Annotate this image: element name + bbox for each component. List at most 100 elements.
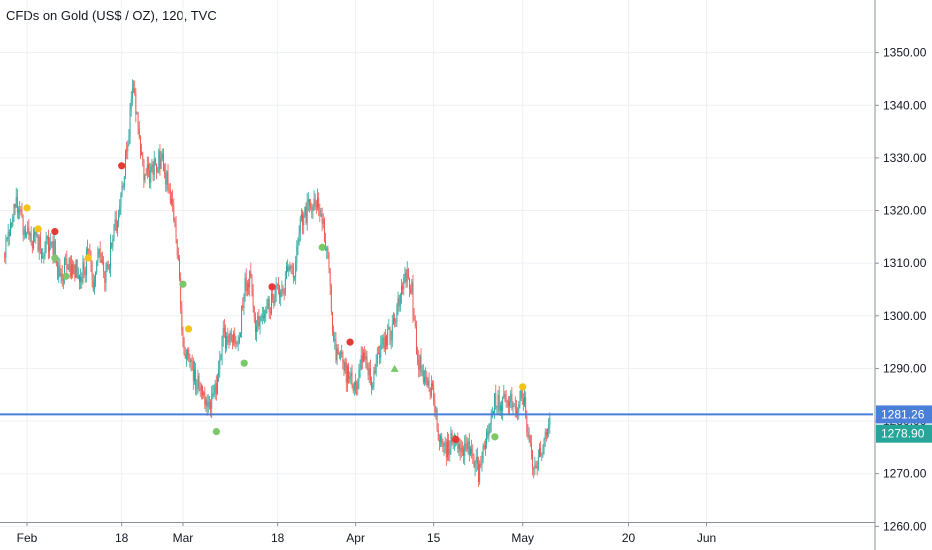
- candle: [363, 348, 364, 363]
- candle: [107, 260, 109, 270]
- candle: [33, 227, 34, 251]
- candle: [496, 405, 498, 415]
- candle: [388, 319, 390, 331]
- candle: [438, 434, 440, 451]
- candle: [545, 428, 547, 442]
- candle: [207, 394, 209, 414]
- candle: [357, 378, 359, 396]
- candle: [510, 390, 512, 409]
- candle: [16, 188, 18, 219]
- candle: [44, 241, 46, 260]
- candle: [165, 163, 167, 192]
- candle: [540, 440, 542, 458]
- candle: [465, 434, 467, 452]
- candle: [144, 173, 146, 184]
- candle: [213, 384, 215, 398]
- candle: [417, 346, 419, 366]
- candle: [436, 407, 438, 432]
- candle: [264, 309, 266, 324]
- candle: [447, 431, 448, 462]
- candle: [472, 444, 474, 465]
- candle: [171, 191, 172, 207]
- candle: [236, 340, 238, 347]
- candle: [366, 350, 368, 371]
- candle: [421, 364, 423, 377]
- candle: [282, 284, 284, 296]
- candle: [402, 282, 404, 295]
- y-tick-label: 1340.00: [883, 98, 927, 112]
- candle: [275, 277, 277, 302]
- candle: [440, 433, 442, 448]
- candle: [418, 350, 420, 378]
- candle: [227, 327, 229, 346]
- candle: [279, 284, 281, 304]
- candle: [259, 316, 261, 335]
- candle: [237, 335, 239, 352]
- candle: [426, 370, 428, 387]
- candle: [151, 158, 153, 173]
- candle: [368, 362, 370, 384]
- candle: [434, 393, 436, 417]
- candle: [228, 333, 230, 349]
- candle: [547, 428, 548, 439]
- candle: [65, 253, 67, 266]
- candle: [27, 220, 29, 235]
- candle: [541, 452, 543, 462]
- candle: [93, 275, 95, 295]
- candle: [4, 251, 6, 263]
- candle: [401, 279, 402, 304]
- candle: [141, 143, 143, 156]
- candle: [292, 263, 294, 284]
- candle: [37, 233, 39, 253]
- candle: [461, 441, 463, 456]
- candle: [121, 180, 123, 198]
- candle: [529, 434, 531, 447]
- candle: [296, 240, 298, 272]
- candle: [424, 369, 425, 387]
- candle: [111, 242, 113, 250]
- candle: [223, 318, 225, 338]
- candle: [184, 347, 186, 360]
- candle: [233, 330, 235, 346]
- candle: [314, 193, 316, 211]
- candle: [133, 80, 134, 94]
- candle: [396, 303, 398, 328]
- candle: [537, 449, 539, 471]
- candle: [336, 344, 338, 366]
- candle: [84, 266, 86, 283]
- candle: [504, 390, 506, 403]
- y-tick-label: 1260.00: [883, 519, 927, 533]
- candle: [459, 438, 461, 461]
- y-tick-label: 1290.00: [883, 361, 927, 375]
- candle: [189, 353, 191, 368]
- candle: [527, 424, 529, 440]
- candle: [273, 294, 275, 309]
- candle: [433, 380, 435, 406]
- candle: [114, 211, 116, 231]
- x-tick-label: 20: [622, 531, 636, 545]
- candle: [188, 347, 190, 362]
- candle: [177, 247, 179, 261]
- candle: [281, 280, 283, 298]
- candle: [383, 331, 385, 353]
- candle: [174, 217, 176, 228]
- candle: [435, 406, 437, 420]
- candle: [429, 387, 431, 400]
- candle: [146, 156, 148, 179]
- candle: [369, 359, 371, 386]
- candle: [475, 449, 477, 472]
- candle: [185, 349, 187, 367]
- candle: [322, 213, 324, 229]
- x-tick-label: May: [511, 531, 534, 545]
- signal-marker-dot: [23, 204, 31, 212]
- candle: [137, 111, 139, 135]
- candle: [380, 335, 382, 364]
- candle: [352, 383, 354, 394]
- candle: [214, 379, 216, 400]
- candle: [535, 460, 537, 469]
- candle: [46, 235, 48, 245]
- signal-marker-dot: [84, 254, 92, 262]
- candle: [12, 213, 14, 228]
- candle: [30, 226, 32, 246]
- candle: [488, 423, 490, 442]
